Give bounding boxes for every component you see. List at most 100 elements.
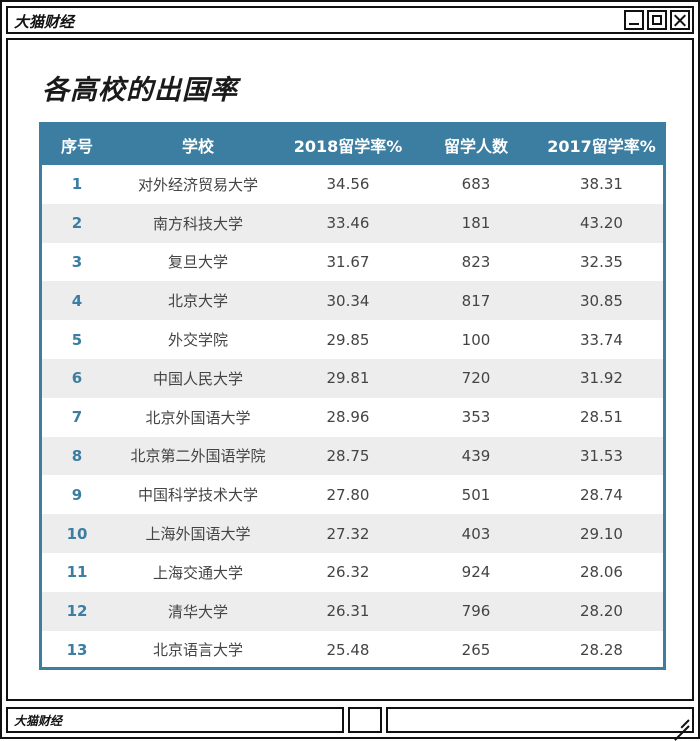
cell-index: 6 — [42, 358, 112, 398]
table-body: 1 对外经济贸易大学 34.56 683 38.31 2 南方科技大学 33.46 181 43.… — [42, 165, 663, 669]
table-header-row: 序号 学校 2018留学率% 留学人数 2017留学率% — [42, 125, 663, 165]
maximize-icon[interactable] — [647, 10, 667, 30]
cell-index: 5 — [71, 330, 83, 349]
cell-index: 8 — [42, 436, 112, 476]
cell-count: 683 — [461, 175, 491, 194]
cell-count: 720 — [412, 358, 540, 398]
cell-rate-2018: 26.31 — [284, 591, 412, 631]
cell-rate-2017: 28.74 — [580, 485, 623, 504]
table-row: 6 中国人民大学 29.81 720 31.92 — [42, 358, 663, 398]
cell-rate-2017: 28.06 — [580, 563, 623, 582]
column-header-rate-2018: 2018留学率% — [284, 125, 412, 165]
column-header-count: 留学人数 — [412, 125, 540, 165]
cell-count: 924 — [461, 563, 491, 582]
cell-rate-2017: 28.20 — [540, 591, 663, 631]
cell-school: 清华大学 — [112, 591, 284, 631]
column-header-index: 序号 — [42, 125, 112, 165]
table-row: 5 外交学院 29.85 100 33.74 — [42, 320, 663, 359]
cell-school: 中国人民大学 — [112, 358, 284, 398]
table-row: 9 中国科学技术大学 27.80 501 28.74 — [42, 475, 663, 514]
cell-index: 1 — [71, 175, 83, 194]
cell-index: 13 — [66, 640, 88, 659]
status-segment-wide — [386, 707, 694, 733]
cell-school: 外交学院 — [167, 331, 228, 350]
status-label: 大猫财经 — [14, 714, 63, 728]
data-table-container: 序号 学校 2018留学率% 留学人数 2017留学率% 1 对外经济贸易大学 34… — [39, 122, 666, 670]
cell-index: 2 — [42, 203, 112, 243]
cell-count: 501 — [461, 485, 491, 504]
cell-index: 4 — [42, 281, 112, 321]
cell-count: 353 — [461, 408, 491, 427]
window-controls — [624, 10, 690, 30]
cell-count: 796 — [412, 591, 540, 631]
cell-rate-2017: 32.35 — [580, 252, 623, 271]
page-title: 各高校的出国率 — [42, 75, 238, 106]
cell-rate-2017: 33.74 — [580, 330, 623, 349]
table-row: 8 北京第二外国语学院 28.75 439 31.53 — [42, 436, 663, 476]
cell-index: 7 — [71, 408, 83, 427]
cell-rate-2017: 31.92 — [540, 358, 663, 398]
cell-index: 9 — [71, 485, 83, 504]
cell-school: 南方科技大学 — [112, 203, 284, 243]
cell-index: 12 — [42, 591, 112, 631]
cell-rate-2017: 31.53 — [540, 436, 663, 476]
cell-rate-2018: 28.75 — [284, 436, 412, 476]
window-title: 大猫财经 — [14, 13, 75, 31]
cell-rate-2017: 43.20 — [540, 203, 663, 243]
cell-rate-2018: 28.96 — [326, 408, 370, 427]
cell-school: 上海外国语大学 — [112, 514, 284, 553]
resize-grip-icon[interactable] — [673, 713, 689, 729]
table-row: 7 北京外国语大学 28.96 353 28.51 — [42, 398, 663, 437]
cell-rate-2018: 31.67 — [326, 252, 370, 271]
cell-rate-2018: 29.81 — [284, 358, 412, 398]
cell-school: 北京第二外国语学院 — [112, 436, 284, 476]
status-segment-small — [348, 707, 382, 733]
cell-index: 11 — [66, 563, 88, 582]
cell-index: 10 — [42, 514, 112, 553]
status-segment-label: 大猫财经 — [6, 707, 344, 733]
close-icon[interactable] — [670, 10, 690, 30]
cell-rate-2018: 34.56 — [326, 175, 370, 194]
cell-rate-2018: 29.85 — [326, 330, 370, 349]
cell-rate-2017: 28.28 — [580, 640, 623, 659]
cell-count: 439 — [412, 436, 540, 476]
cell-rate-2018: 27.32 — [284, 514, 412, 553]
cell-rate-2017: 30.85 — [540, 281, 663, 321]
content-pane: 各高校的出国率 序号 学校 2018留学率% 留学人数 2017留学 — [6, 38, 694, 701]
cell-school: 上海交通大学 — [152, 563, 243, 582]
cell-rate-2018: 26.32 — [326, 563, 370, 582]
cell-school: 复旦大学 — [167, 253, 228, 272]
cell-index: 3 — [71, 252, 83, 271]
school-rate-table: 序号 学校 2018留学率% 留学人数 2017留学率% 1 对外经济贸易大学 34… — [42, 125, 663, 669]
cell-count: 403 — [412, 514, 540, 553]
cell-rate-2017: 28.51 — [580, 408, 623, 427]
column-header-school: 学校 — [112, 125, 284, 165]
cell-rate-2018: 33.46 — [284, 203, 412, 243]
table-row: 10 上海外国语大学 27.32 403 29.10 — [42, 514, 663, 553]
cell-school: 北京外国语大学 — [145, 408, 251, 427]
cell-school: 中国科学技术大学 — [137, 486, 258, 505]
cell-school: 对外经济贸易大学 — [137, 175, 258, 194]
cell-count: 265 — [461, 640, 491, 659]
table-row: 13 北京语言大学 25.48 265 28.28 — [42, 631, 663, 670]
table-row: 1 对外经济贸易大学 34.56 683 38.31 — [42, 165, 663, 204]
cell-count: 181 — [412, 203, 540, 243]
table-row: 4 北京大学 30.34 817 30.85 — [42, 281, 663, 321]
cell-count: 100 — [461, 330, 491, 349]
cell-school: 北京语言大学 — [152, 641, 243, 660]
table-row: 3 复旦大学 31.67 823 32.35 — [42, 243, 663, 282]
status-bar: 大猫财经 — [6, 707, 694, 733]
cell-rate-2017: 38.31 — [580, 175, 623, 194]
cell-count: 823 — [461, 252, 491, 271]
table-row: 12 清华大学 26.31 796 28.20 — [42, 591, 663, 631]
table-row: 2 南方科技大学 33.46 181 43.20 — [42, 203, 663, 243]
cell-school: 北京大学 — [112, 281, 284, 321]
cell-rate-2018: 30.34 — [284, 281, 412, 321]
title-bar[interactable]: 大猫财经 — [6, 6, 694, 34]
minimize-icon[interactable] — [624, 10, 644, 30]
cell-rate-2018: 27.80 — [326, 485, 370, 504]
table-row: 11 上海交通大学 26.32 924 28.06 — [42, 553, 663, 592]
column-header-rate-2017: 2017留学率% — [540, 125, 663, 165]
cell-rate-2017: 29.10 — [540, 514, 663, 553]
